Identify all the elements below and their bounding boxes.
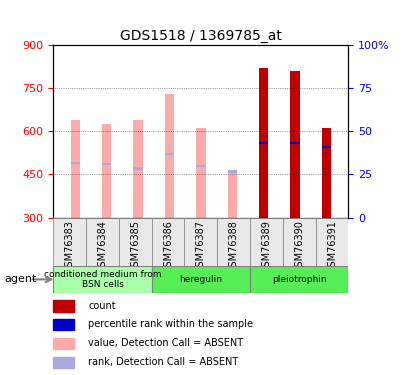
Bar bbox=[196, 128, 205, 217]
Text: GSM76385: GSM76385 bbox=[133, 220, 143, 273]
Text: percentile rank within the sample: percentile rank within the sample bbox=[88, 320, 252, 329]
Text: pleiotrophin: pleiotrophin bbox=[271, 275, 326, 284]
Text: GSM76383: GSM76383 bbox=[65, 220, 74, 273]
Text: GSM76386: GSM76386 bbox=[163, 220, 173, 273]
FancyBboxPatch shape bbox=[249, 266, 348, 292]
Text: GSM76385: GSM76385 bbox=[130, 220, 140, 273]
Bar bbox=[258, 142, 268, 144]
Bar bbox=[53, 338, 74, 349]
Text: GSM76390: GSM76390 bbox=[290, 220, 299, 273]
Text: GSM76387: GSM76387 bbox=[196, 220, 205, 273]
Text: GSM76384: GSM76384 bbox=[97, 220, 107, 273]
Bar bbox=[133, 120, 142, 218]
Bar bbox=[321, 128, 330, 217]
Bar bbox=[227, 170, 236, 172]
FancyBboxPatch shape bbox=[249, 217, 282, 266]
Text: conditioned medium from
BSN cells: conditioned medium from BSN cells bbox=[44, 270, 161, 289]
Bar bbox=[227, 173, 236, 217]
Text: GSM76388: GSM76388 bbox=[227, 220, 237, 273]
Text: value, Detection Call = ABSENT: value, Detection Call = ABSENT bbox=[88, 338, 243, 348]
Text: agent: agent bbox=[4, 274, 36, 284]
Text: GSM76390: GSM76390 bbox=[294, 220, 303, 273]
FancyBboxPatch shape bbox=[315, 217, 348, 266]
FancyBboxPatch shape bbox=[86, 217, 119, 266]
Text: GSM76389: GSM76389 bbox=[261, 220, 271, 273]
FancyBboxPatch shape bbox=[53, 217, 86, 266]
Text: GSM76384: GSM76384 bbox=[101, 220, 111, 273]
Text: rank, Detection Call = ABSENT: rank, Detection Call = ABSENT bbox=[88, 357, 238, 367]
Bar bbox=[258, 68, 268, 218]
Bar bbox=[290, 142, 299, 144]
Text: count: count bbox=[88, 301, 115, 310]
Bar bbox=[102, 163, 111, 165]
Title: GDS1518 / 1369785_at: GDS1518 / 1369785_at bbox=[120, 28, 281, 43]
Bar bbox=[164, 94, 174, 218]
Text: GSM76383: GSM76383 bbox=[70, 220, 80, 273]
Text: GSM76386: GSM76386 bbox=[164, 220, 174, 273]
FancyBboxPatch shape bbox=[53, 266, 151, 292]
FancyBboxPatch shape bbox=[282, 217, 315, 266]
Bar bbox=[70, 120, 80, 218]
FancyBboxPatch shape bbox=[217, 217, 249, 266]
Bar bbox=[164, 153, 174, 155]
Bar bbox=[102, 124, 111, 218]
Bar bbox=[321, 146, 330, 148]
Text: heregulin: heregulin bbox=[179, 275, 222, 284]
Bar bbox=[70, 162, 80, 164]
Bar bbox=[53, 357, 74, 368]
Bar bbox=[53, 319, 74, 330]
Text: GSM76388: GSM76388 bbox=[228, 220, 238, 273]
Bar bbox=[53, 300, 74, 312]
Bar bbox=[290, 71, 299, 217]
Bar bbox=[133, 168, 142, 170]
Bar bbox=[196, 165, 205, 167]
FancyBboxPatch shape bbox=[184, 217, 217, 266]
FancyBboxPatch shape bbox=[119, 217, 151, 266]
FancyBboxPatch shape bbox=[151, 217, 184, 266]
FancyBboxPatch shape bbox=[151, 266, 249, 292]
Text: GSM76389: GSM76389 bbox=[258, 220, 268, 273]
Text: GSM76391: GSM76391 bbox=[326, 220, 336, 273]
Text: GSM76387: GSM76387 bbox=[196, 220, 205, 273]
Text: GSM76391: GSM76391 bbox=[321, 220, 331, 273]
